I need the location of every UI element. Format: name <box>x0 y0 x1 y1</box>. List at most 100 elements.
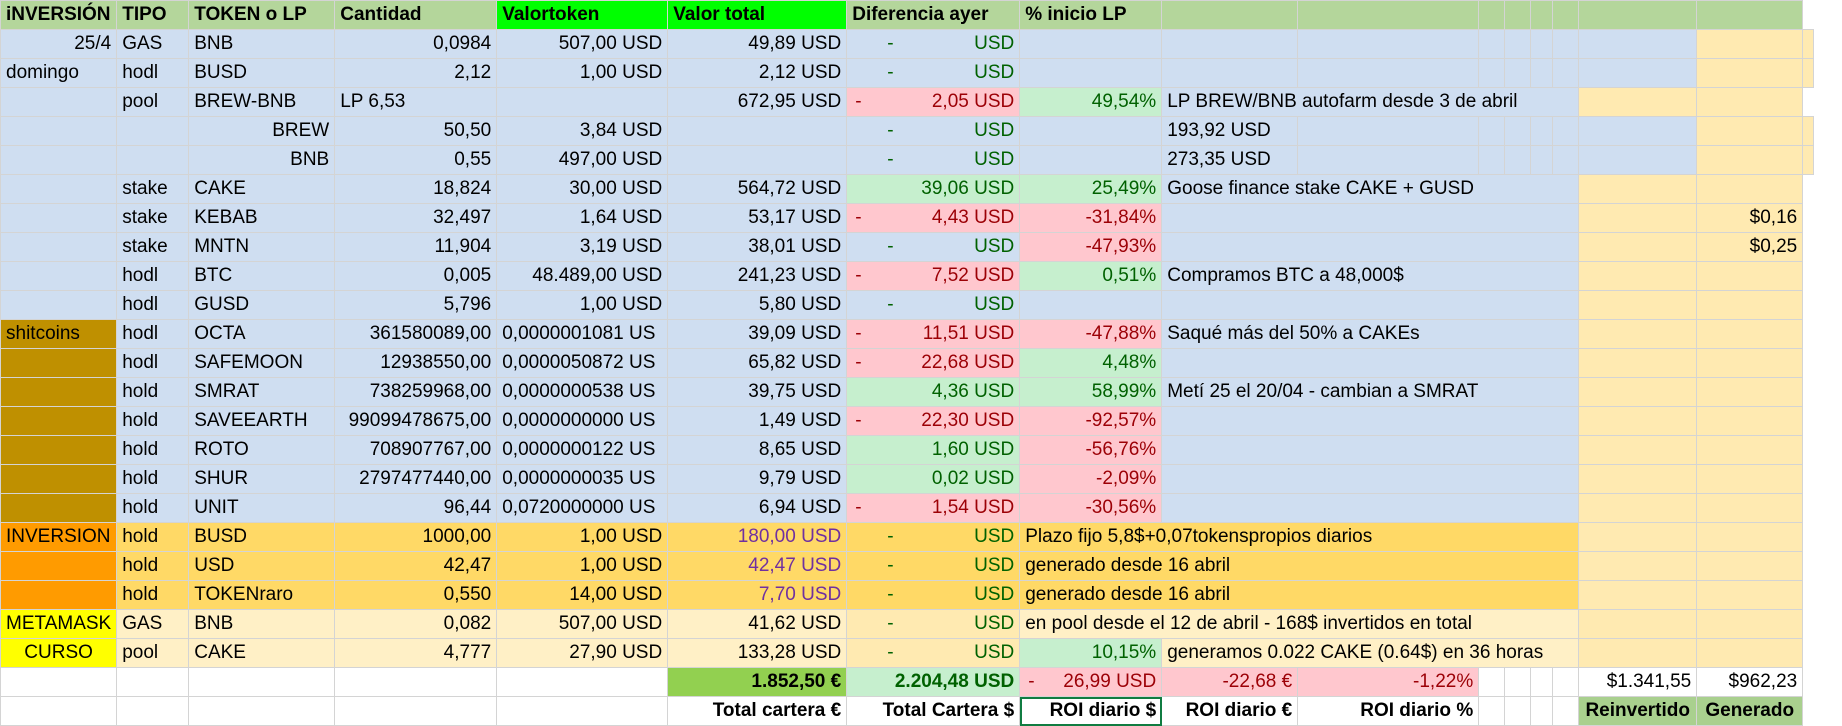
cell-pct[interactable] <box>1019 290 1163 320</box>
cell[interactable] <box>1696 0 1804 30</box>
cell-tipo[interactable]: hold <box>116 435 190 465</box>
reinvertido-label[interactable]: Reinvertido <box>1578 696 1698 726</box>
cell-valortotal[interactable]: 65,82 USD <box>667 348 848 378</box>
cell[interactable] <box>1578 551 1698 581</box>
cell-token[interactable]: CAKE <box>188 174 336 204</box>
roi-pct-label[interactable]: ROI diario % <box>1297 696 1480 726</box>
cell-inversion[interactable] <box>0 290 118 320</box>
cell-pct[interactable]: 4,48% <box>1019 348 1163 378</box>
cell-inversion[interactable]: domingo <box>0 58 118 88</box>
cell-note[interactable]: Compramos BTC a 48,000$ <box>1161 261 1580 291</box>
cell[interactable] <box>496 667 669 697</box>
cell[interactable] <box>1530 116 1554 146</box>
cell[interactable] <box>1504 58 1532 88</box>
total-eur-label[interactable]: Total cartera € <box>667 696 848 726</box>
cell[interactable] <box>1552 116 1580 146</box>
cell[interactable] <box>334 667 498 697</box>
header-cantidad[interactable]: Cantidad <box>334 0 498 30</box>
cell[interactable] <box>1504 696 1532 726</box>
cell-diferencia[interactable]: 0,02 USD <box>846 464 1021 494</box>
cell[interactable] <box>1504 116 1532 146</box>
cell[interactable] <box>1478 696 1506 726</box>
cell-note[interactable] <box>1161 464 1580 494</box>
cell-valortotal[interactable]: 8,65 USD <box>667 435 848 465</box>
cell-tipo[interactable]: stake <box>116 232 190 262</box>
cell-inversion[interactable]: CURSO <box>0 638 118 668</box>
cell-valortotal[interactable]: 1,49 USD <box>667 406 848 436</box>
cell-valortotal[interactable]: 180,00 USD <box>667 522 848 552</box>
cell[interactable] <box>1478 58 1506 88</box>
reinvertido-value[interactable]: $1.341,55 <box>1578 667 1698 697</box>
cell-valortoken[interactable]: 3,19 USD <box>496 232 669 262</box>
cell-valortotal[interactable]: 564,72 USD <box>667 174 848 204</box>
cell-valortoken[interactable]: 0,0000000000 US <box>496 406 669 436</box>
header-token[interactable]: TOKEN o LP <box>188 0 336 30</box>
cell-pct[interactable] <box>1019 58 1163 88</box>
cell-note[interactable] <box>1161 203 1580 233</box>
cell-valortoken[interactable]: 14,00 USD <box>496 580 669 610</box>
cell[interactable] <box>1161 0 1299 30</box>
roi-usd-value[interactable]: -26,99 USD <box>1019 667 1163 697</box>
cell-inversion[interactable] <box>0 116 118 146</box>
cell[interactable] <box>1696 116 1804 146</box>
roi-usd-label[interactable]: ROI diario $ <box>1019 696 1163 726</box>
cell-token[interactable]: GUSD <box>188 290 336 320</box>
cell-token[interactable]: BREW-BNB <box>188 87 336 117</box>
cell-pct[interactable]: -30,56% <box>1019 493 1163 523</box>
cell-valortoken[interactable]: 27,90 USD <box>496 638 669 668</box>
cell-diferencia[interactable]: -7,52 USD <box>846 261 1021 291</box>
header-tipo[interactable]: TIPO <box>116 0 190 30</box>
cell[interactable] <box>1696 145 1804 175</box>
cell-diferencia[interactable]: - USD <box>846 522 1021 552</box>
cell-token[interactable]: MNTN <box>188 232 336 262</box>
cell-valortoken[interactable]: 1,00 USD <box>496 551 669 581</box>
cell-token[interactable]: BNB <box>188 609 336 639</box>
cell-cantidad[interactable]: 96,44 <box>334 493 498 523</box>
cell-note[interactable] <box>1161 406 1580 436</box>
cell-cantidad[interactable]: 12938550,00 <box>334 348 498 378</box>
cell-valortotal[interactable]: 241,23 USD <box>667 261 848 291</box>
cell-valortotal[interactable]: 5,80 USD <box>667 290 848 320</box>
cell-valortotal[interactable]: 42,47 USD <box>667 551 848 581</box>
cell[interactable] <box>1552 667 1580 697</box>
cell-token[interactable]: BNB <box>188 29 336 59</box>
cell-tipo[interactable]: stake <box>116 203 190 233</box>
cell[interactable] <box>1504 29 1532 59</box>
cell[interactable] <box>1578 116 1698 146</box>
cell[interactable] <box>1578 319 1698 349</box>
cell-note[interactable]: 273,35 USD <box>1161 145 1299 175</box>
cell-cantidad[interactable]: 1000,00 <box>334 522 498 552</box>
cell[interactable] <box>1578 0 1698 30</box>
cell-inversion[interactable]: shitcoins <box>0 319 118 349</box>
cell[interactable] <box>1530 696 1554 726</box>
cell-token[interactable]: UNIT <box>188 493 336 523</box>
cell-cantidad[interactable]: 361580089,00 <box>334 319 498 349</box>
cell-valortotal[interactable]: 7,70 USD <box>667 580 848 610</box>
roi-eur-label[interactable]: ROI diario € <box>1161 696 1299 726</box>
cell-cantidad[interactable]: 18,824 <box>334 174 498 204</box>
cell[interactable] <box>1578 29 1698 59</box>
cell[interactable] <box>1802 145 1815 175</box>
cell-pct[interactable]: 25,49% <box>1019 174 1163 204</box>
cell-valortotal[interactable] <box>667 116 848 146</box>
cell-cantidad[interactable]: 5,796 <box>334 290 498 320</box>
roi-pct-value[interactable]: -1,22% <box>1297 667 1480 697</box>
cell-inversion[interactable]: 25/4 <box>0 29 118 59</box>
cell[interactable] <box>1578 58 1698 88</box>
cell-tipo[interactable]: hold <box>116 493 190 523</box>
cell-tipo[interactable]: hold <box>116 522 190 552</box>
cell[interactable] <box>1478 0 1506 30</box>
cell[interactable] <box>1696 638 1804 668</box>
cell-inversion[interactable] <box>0 493 118 523</box>
cell-pct[interactable]: -47,93% <box>1019 232 1163 262</box>
cell-token[interactable]: BREW <box>188 116 336 146</box>
cell[interactable] <box>1578 406 1698 436</box>
cell-token[interactable]: TOKENraro <box>188 580 336 610</box>
cell[interactable] <box>188 667 336 697</box>
total-usd-value[interactable]: 2.204,48 USD <box>846 667 1021 697</box>
cell[interactable] <box>496 696 669 726</box>
cell[interactable] <box>1696 580 1804 610</box>
cell-valortotal[interactable]: 2,12 USD <box>667 58 848 88</box>
cell-diferencia[interactable]: -1,54 USD <box>846 493 1021 523</box>
cell[interactable] <box>1578 435 1698 465</box>
